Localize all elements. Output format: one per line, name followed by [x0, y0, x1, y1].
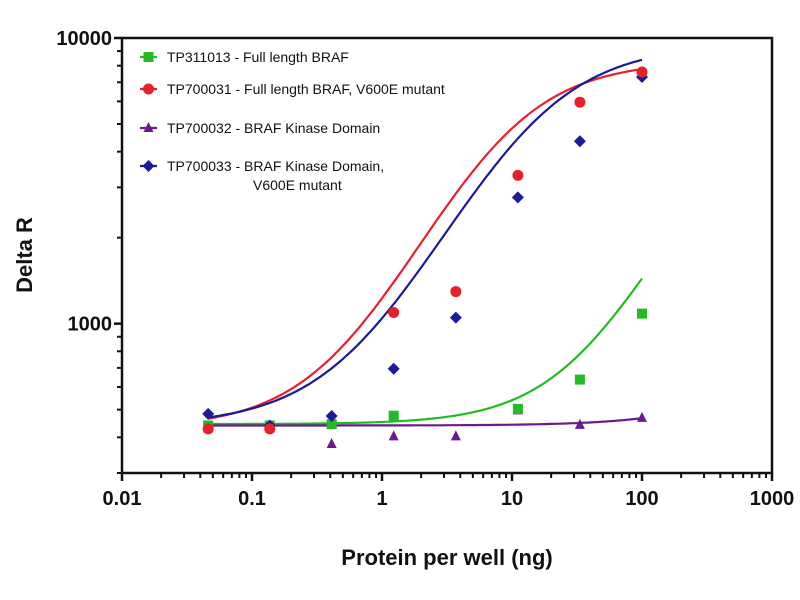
legend-marker-4: [142, 160, 155, 172]
data-point-series-1: [326, 419, 337, 430]
data-point-series-2: [202, 423, 214, 435]
y-tick-label: 1000: [68, 314, 113, 336]
y-axis-title: Delta R: [12, 217, 37, 293]
data-point-series-2: [574, 96, 586, 108]
legend-label-1: TP311013 - Full length BRAF: [167, 49, 349, 65]
data-point-series-4: [449, 311, 462, 324]
y-tick-label: 10000: [56, 28, 112, 50]
data-point-series-2: [512, 169, 524, 181]
data-point-series-4: [202, 407, 215, 420]
data-points: [202, 66, 648, 449]
data-point-series-1: [637, 308, 647, 319]
data-point-series-4: [511, 191, 524, 204]
x-axis-title: Protein per well (ng): [341, 545, 552, 570]
legend-label-4: V600E mutant: [253, 177, 342, 193]
fit-curve-2: [207, 68, 643, 420]
data-point-series-2: [636, 66, 648, 78]
data-point-series-3: [388, 430, 399, 441]
data-point-series-2: [264, 423, 276, 435]
data-point-series-1: [388, 410, 399, 421]
fit-curve-3: [208, 417, 643, 427]
x-tick-label: 100: [625, 488, 658, 510]
data-point-series-3: [637, 411, 647, 422]
plot-frame: [120, 36, 774, 475]
x-axis-ticks: 0.01 0.1 1 10 100 1000: [103, 473, 795, 510]
legend-label-2: TP700031 - Full length BRAF, V600E mutan…: [167, 81, 445, 97]
legend-marker-3: [143, 122, 154, 132]
legend-label-3: TP700032 - BRAF Kinase Domain: [167, 120, 380, 136]
data-point-series-4: [573, 135, 586, 148]
legend: TP311013 - Full length BRAF TP700031 - Fu…: [140, 49, 445, 193]
data-point-series-3: [574, 418, 585, 429]
data-point-series-1: [512, 403, 523, 414]
x-tick-label: 1: [376, 488, 387, 510]
data-point-series-4: [387, 362, 400, 375]
fit-curve-4: [208, 58, 643, 419]
y-axis-ticks: 1000 10000: [56, 28, 122, 474]
legend-marker-2: [143, 83, 154, 95]
data-point-series-2: [450, 286, 462, 298]
x-tick-label: 0.01: [103, 488, 142, 510]
data-point-series-3: [326, 438, 337, 449]
data-point-series-4: [325, 409, 338, 422]
data-point-series-1: [574, 374, 585, 385]
legend-label-4: TP700033 - BRAF Kinase Domain,: [167, 158, 384, 174]
x-tick-label: 1000: [750, 488, 795, 510]
plot-border: [120, 36, 774, 475]
data-point-series-3: [450, 430, 461, 441]
legend-marker-1: [143, 52, 154, 62]
data-point-series-2: [388, 306, 400, 318]
x-tick-label: 10: [501, 488, 523, 510]
fit-curves: [207, 58, 643, 427]
x-tick-label: 0.1: [238, 488, 266, 510]
fit-curve-1: [208, 277, 643, 426]
